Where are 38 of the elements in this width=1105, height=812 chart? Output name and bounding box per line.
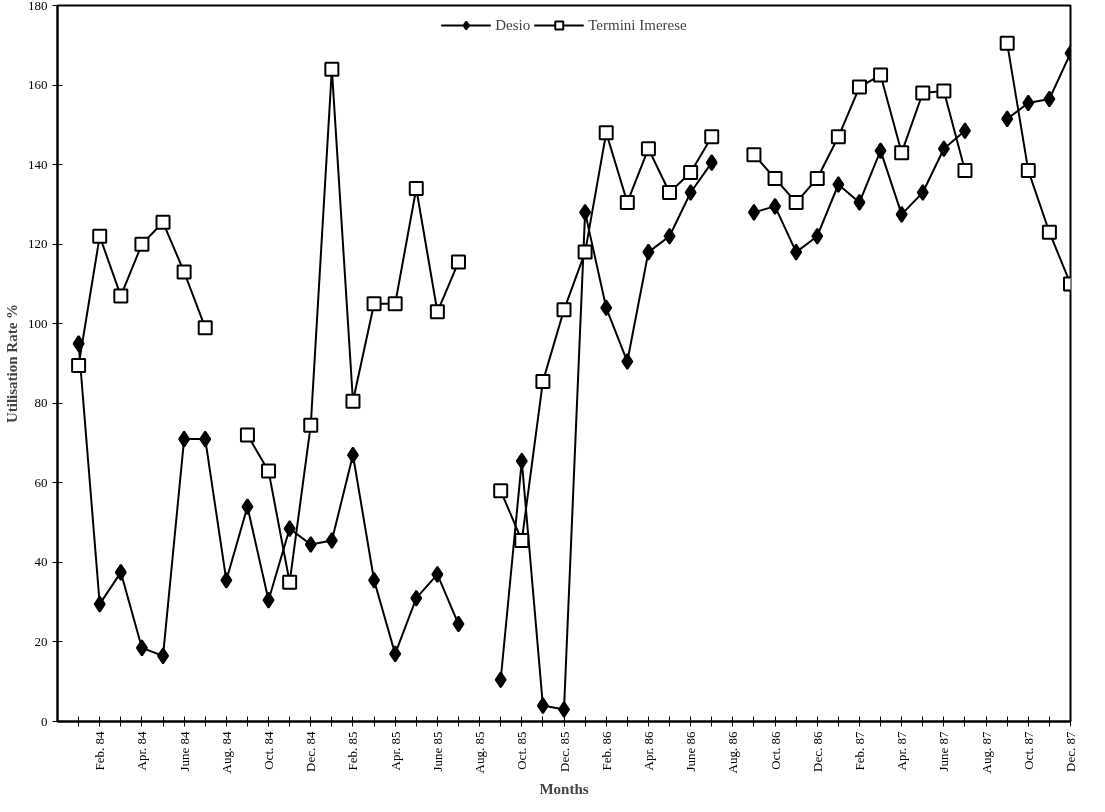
- y-tick-label: 60: [34, 474, 48, 490]
- x-axis-title: Months: [539, 781, 589, 798]
- x-tick-label: Feb. 87: [851, 731, 867, 771]
- y-tick-label: 120: [28, 236, 48, 252]
- legend-label: Termini Imerese: [588, 16, 687, 34]
- y-axis-title: Utilisation Rate %: [4, 303, 20, 424]
- legend-label: Desio: [495, 16, 531, 34]
- x-tick-label: Oct. 87: [1020, 731, 1036, 770]
- y-tick-label: 0: [41, 713, 48, 729]
- x-tick-label: June 85: [429, 731, 445, 772]
- y-tick-label: 40: [34, 554, 48, 570]
- y-tick-label: 160: [28, 77, 48, 93]
- x-tick-label: Dec. 86: [809, 731, 825, 772]
- x-tick-label: Apr. 86: [640, 731, 656, 771]
- x-tick-label: Feb. 85: [345, 731, 361, 771]
- x-tick-label: Aug. 86: [725, 731, 741, 774]
- x-tick-label: Dec. 84: [303, 731, 319, 772]
- x-tick-label: Apr. 85: [387, 731, 403, 771]
- x-tick-label: Dec. 85: [556, 731, 572, 772]
- y-tick-label: 80: [34, 395, 48, 411]
- x-tick-label: June 87: [936, 731, 952, 772]
- x-tick-label: Oct. 86: [767, 731, 783, 770]
- x-tick-label: Oct. 84: [261, 731, 277, 770]
- y-tick-label: 100: [28, 315, 48, 331]
- x-tick-label: Aug. 87: [978, 731, 994, 774]
- x-tick-label: Apr. 87: [894, 731, 910, 771]
- y-tick-label: 140: [28, 156, 48, 172]
- x-tick-label: June 84: [176, 731, 192, 772]
- y-tick-label: 20: [34, 633, 48, 649]
- x-tick-label: Oct. 85: [514, 731, 530, 770]
- x-tick-label: Aug. 84: [218, 731, 234, 774]
- x-tick-label: Aug. 85: [472, 731, 488, 774]
- x-tick-label: Dec. 87: [1063, 731, 1078, 772]
- x-tick-label: Feb. 86: [598, 731, 614, 771]
- x-tick-label: June 86: [683, 731, 699, 772]
- x-tick-label: Apr. 84: [134, 731, 150, 771]
- y-tick-label: 180: [28, 0, 48, 13]
- x-tick-label: Feb. 84: [92, 731, 108, 771]
